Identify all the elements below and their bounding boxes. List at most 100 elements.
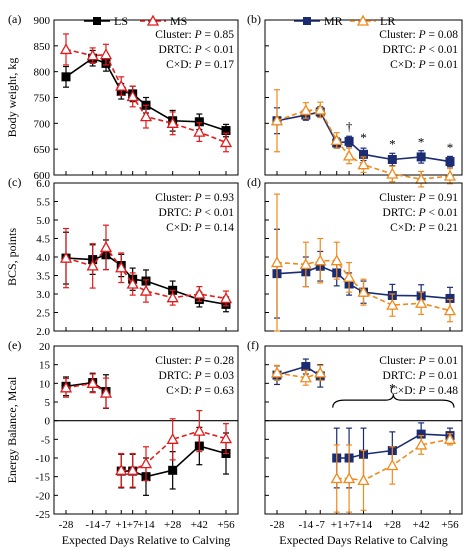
data-point bbox=[357, 474, 370, 486]
data-point bbox=[386, 167, 399, 179]
plot-frame bbox=[264, 182, 463, 332]
data-point bbox=[61, 72, 71, 82]
data-point bbox=[115, 463, 128, 475]
y-tick-label: -15 bbox=[35, 472, 50, 484]
x-tick-label: +42 bbox=[191, 519, 208, 531]
data-point bbox=[59, 381, 73, 393]
series-MS bbox=[59, 33, 233, 153]
data-point bbox=[342, 472, 356, 484]
stat-p: P bbox=[194, 59, 202, 71]
stat-name: C×D: bbox=[166, 385, 195, 397]
y-tick-label: 5 bbox=[45, 397, 51, 409]
legend-label: LR bbox=[380, 14, 395, 28]
stat-text: Cluster: P = 0.08 bbox=[379, 29, 458, 41]
data-point bbox=[330, 472, 343, 484]
y-tick-label: 700 bbox=[34, 118, 51, 130]
data-point bbox=[386, 459, 399, 471]
series-LR bbox=[270, 364, 327, 386]
stat-text: DRTC: P = 0.01 bbox=[383, 370, 459, 382]
legend-item-MS: MS bbox=[140, 14, 187, 28]
stat-p: P bbox=[418, 192, 426, 204]
x-tick-label: -14 bbox=[298, 519, 313, 531]
x-tick-label: +42 bbox=[413, 519, 430, 531]
stat-value: < 0.01 bbox=[202, 44, 235, 56]
data-point bbox=[99, 241, 113, 253]
legend-marker bbox=[93, 17, 101, 25]
x-tick-label: -7 bbox=[316, 519, 326, 531]
stat-p: P bbox=[194, 222, 202, 234]
panel-a: 600 650 700 750 800 850 900 (a) Body weight, kg C… bbox=[5, 12, 239, 182]
y-tick-label: -20 bbox=[35, 490, 50, 502]
panel-e: -25 -20 -15 -10 -5 0 5 10 15 20 -28 -14 -7 +1 +7+14 +28… bbox=[5, 338, 239, 547]
legend-label: LS bbox=[114, 14, 128, 28]
series-LR bbox=[270, 89, 457, 188]
data-point bbox=[99, 48, 113, 60]
stat-text: DRTC: P < 0.01 bbox=[159, 207, 235, 219]
stat-text: C×D: P = 0.21 bbox=[390, 222, 458, 234]
stat-name: DRTC: bbox=[383, 370, 419, 382]
data-point bbox=[445, 157, 455, 167]
stat-text: DRTC: P = 0.03 bbox=[159, 370, 235, 382]
x-axis-label: Expected Days Relative to Calving bbox=[279, 533, 448, 547]
y-tick-label: -10 bbox=[35, 453, 50, 465]
y-tick-label: -5 bbox=[41, 434, 51, 446]
stat-value: = 0.08 bbox=[426, 29, 459, 41]
legend-marker bbox=[303, 17, 311, 25]
stat-p: P bbox=[194, 207, 202, 219]
stat-text: Cluster: P = 0.93 bbox=[155, 192, 234, 204]
stat-p: P bbox=[418, 222, 426, 234]
data-point bbox=[342, 271, 356, 282]
y-tick-label: 4.5 bbox=[36, 234, 50, 246]
y-tick-label: 15 bbox=[39, 360, 51, 372]
significance-marker: * bbox=[418, 135, 425, 150]
stat-p: P bbox=[418, 29, 426, 41]
x-tick-label: +56 bbox=[441, 519, 459, 531]
data-point bbox=[387, 155, 397, 164]
stat-p: P bbox=[194, 44, 202, 56]
stat-p: P bbox=[418, 207, 426, 219]
data-point bbox=[299, 371, 312, 383]
series-MS bbox=[59, 224, 233, 307]
data-point bbox=[86, 49, 99, 61]
y-tick-label: 5.5 bbox=[36, 197, 50, 209]
stat-value: = 0.03 bbox=[202, 370, 235, 382]
stat-name: DRTC: bbox=[159, 370, 195, 382]
y-axis-label: Body weight, kg bbox=[5, 58, 19, 138]
legend-item-MR: MR bbox=[294, 14, 343, 28]
series-line bbox=[276, 365, 321, 377]
data-point bbox=[443, 304, 457, 316]
x-tick-label: -28 bbox=[59, 519, 74, 531]
stat-text: C×D: P = 0.14 bbox=[166, 222, 234, 234]
data-point bbox=[193, 424, 206, 436]
stat-name: C×D: bbox=[166, 222, 195, 234]
legend-marker bbox=[146, 14, 160, 26]
x-tick-label: +14 bbox=[355, 519, 373, 531]
data-point bbox=[139, 110, 153, 122]
data-point bbox=[386, 298, 399, 310]
y-tick-label: 5.0 bbox=[36, 215, 50, 227]
series-MS bbox=[115, 409, 233, 488]
stat-p: P bbox=[194, 29, 202, 41]
stat-p: P bbox=[418, 370, 426, 382]
data-point bbox=[59, 251, 73, 263]
stat-value: = 0.63 bbox=[202, 385, 235, 397]
x-tick-label: +56 bbox=[217, 519, 235, 531]
data-point bbox=[299, 258, 312, 270]
stat-value: = 0.01 bbox=[426, 59, 459, 71]
panel-f: -28 -14 -7 +1 +7 +14 +28 +42 +56 (f) Cluster: P = … bbox=[247, 338, 463, 547]
data-point bbox=[299, 104, 312, 116]
stat-p: P bbox=[418, 59, 426, 71]
x-tick-label: +7 bbox=[127, 519, 139, 531]
panel-label: (e) bbox=[8, 338, 21, 352]
data-point bbox=[219, 292, 233, 304]
data-point bbox=[86, 259, 99, 271]
x-tick-label: +28 bbox=[164, 519, 182, 531]
data-point bbox=[270, 256, 284, 268]
legend-label: MS bbox=[170, 14, 187, 28]
y-tick-label: 0 bbox=[45, 416, 51, 428]
stat-value: = 0.21 bbox=[426, 222, 459, 234]
stat-name: DRTC: bbox=[159, 44, 195, 56]
data-point bbox=[219, 136, 233, 148]
series-line bbox=[276, 372, 321, 379]
significance-marker: * bbox=[389, 137, 396, 152]
